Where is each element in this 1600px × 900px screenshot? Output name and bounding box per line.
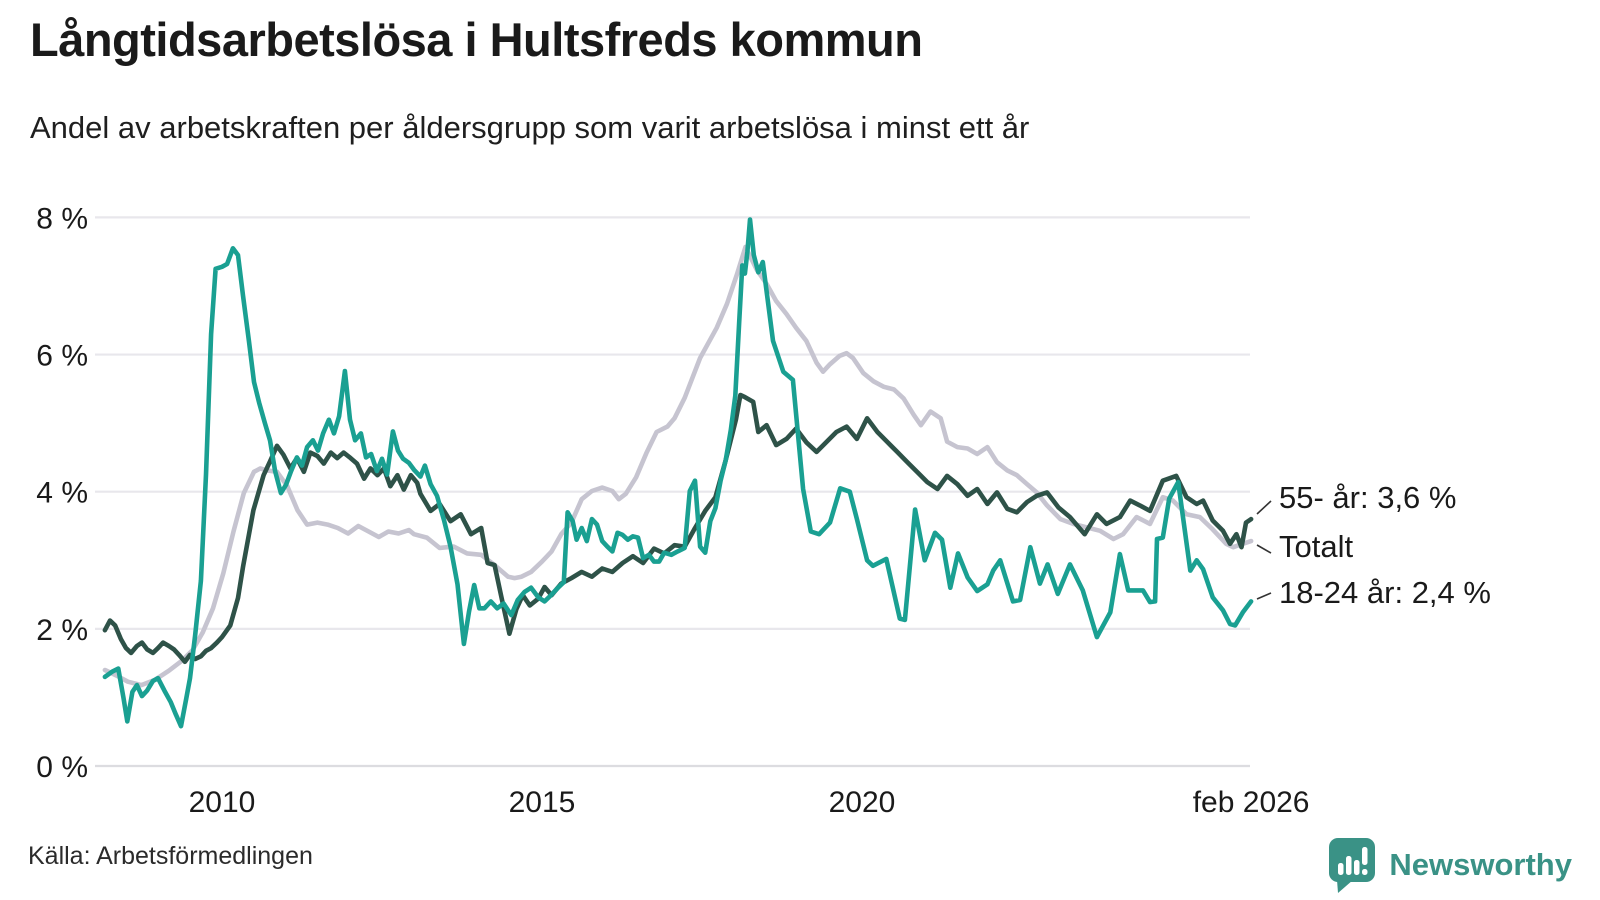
series-line-Totalt (102, 244, 1254, 688)
leader-lines (1256, 500, 1272, 600)
x-axis-labels: 2010 2015 2020 feb 2026 (189, 786, 1310, 819)
end-label-18-24år: 18-24 år: 2,4 % (1279, 575, 1491, 610)
series-lines (102, 217, 1254, 729)
chart-subtitle: Andel av arbetskraften per åldersgrupp s… (30, 110, 1030, 145)
newsworthy-logo-icon (1329, 838, 1376, 893)
x-tick-label: 2020 (829, 786, 896, 819)
x-tick-label: feb 2026 (1193, 786, 1310, 819)
y-axis-labels: 0 % 2 % 4 % 6 % 8 % (36, 202, 88, 784)
x-tick-label: 2015 (509, 786, 576, 819)
end-label-Totalt: Totalt (1279, 529, 1353, 564)
series-line-55-år (102, 392, 1254, 665)
y-tick-label: 2 % (36, 614, 88, 647)
series-end-labels: 55- år: 3,6 % Totalt 18-24 år: 2,4 % (1279, 480, 1491, 610)
y-tick-label: 6 % (36, 340, 88, 373)
newsworthy-brand: Newsworthy (1327, 836, 1572, 894)
x-tick-label: 2010 (189, 786, 256, 819)
series-line-18-24år (102, 217, 1254, 729)
newsworthy-brand-text: Newsworthy (1389, 847, 1572, 882)
y-tick-label: 8 % (36, 202, 88, 235)
leader-line-55-år (1256, 500, 1272, 515)
line-chart: 0 % 2 % 4 % 6 % 8 % 2010 2015 2020 feb 2026 55-… (36, 202, 1491, 819)
page-title: Långtidsarbetslösa i Hultsfreds kommun (30, 13, 923, 66)
gridlines (95, 216, 1250, 768)
leader-line-Totalt (1256, 544, 1272, 554)
y-tick-label: 4 % (36, 477, 88, 510)
y-tick-label: 0 % (36, 751, 88, 784)
end-label-55-år: 55- år: 3,6 % (1279, 480, 1456, 515)
leader-line-18-24år (1256, 592, 1272, 600)
source-note: Källa: Arbetsförmedlingen (28, 842, 313, 870)
